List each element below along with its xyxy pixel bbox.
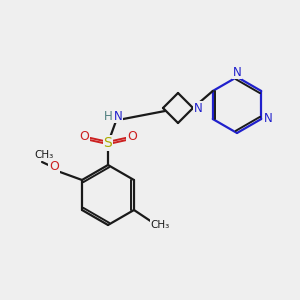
Text: CH₃: CH₃ [150, 220, 170, 230]
Text: N: N [114, 110, 122, 122]
Text: N: N [232, 65, 242, 79]
Text: N: N [194, 101, 202, 115]
Text: O: O [49, 160, 59, 173]
Text: H: H [103, 110, 112, 122]
Text: CH₃: CH₃ [34, 150, 54, 160]
Text: O: O [79, 130, 89, 143]
Text: N: N [264, 112, 273, 125]
Text: O: O [127, 130, 137, 143]
Text: S: S [103, 136, 112, 150]
